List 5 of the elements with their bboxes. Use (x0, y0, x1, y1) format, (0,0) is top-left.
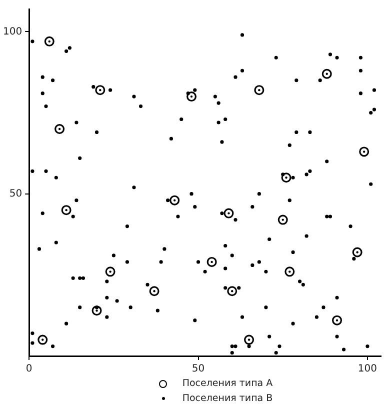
legend-label: Поселения типа A (182, 378, 273, 389)
legend-label: Поселения типа B (182, 393, 273, 404)
x-tick-label: 50 (192, 364, 205, 375)
x-tick-label: 0 (26, 364, 32, 375)
x-tick-label: 100 (358, 364, 378, 375)
